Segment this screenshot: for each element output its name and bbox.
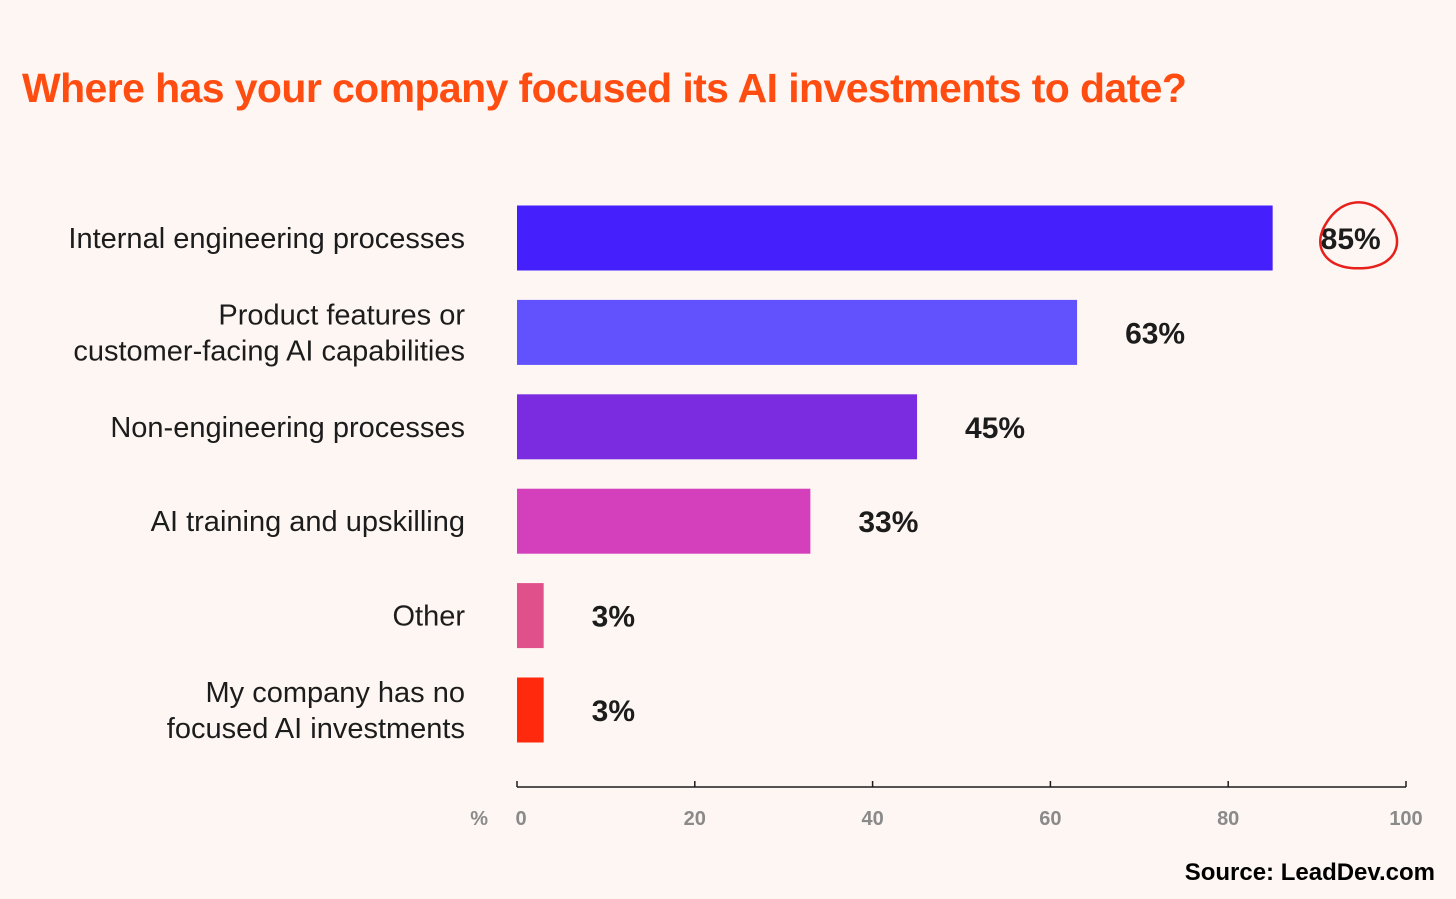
category-label-3-line-1: Non-engineering processes [110, 412, 465, 444]
x-tick-label-60: 60 [1039, 808, 1061, 830]
x-tick-label-80: 80 [1217, 808, 1239, 830]
value-label-6: 3% [592, 695, 635, 728]
category-label-5-line-1: Other [392, 601, 465, 633]
category-label-6: My company has no focused AI investments [167, 677, 465, 745]
category-label-1: Internal engineering processes [68, 223, 465, 255]
value-labels-layer: 85% 63% 45% 33% 3% 3% [592, 201, 1399, 728]
source-credit: Source: LeadDev.com [1184, 859, 1435, 886]
value-label-2: 63% [1125, 317, 1185, 350]
bars-layer [517, 205, 1273, 743]
value-label-1: 85% [1321, 223, 1381, 256]
x-tick-label-20: 20 [684, 808, 706, 830]
x-tick-label-40: 40 [861, 808, 883, 830]
x-axis: 0 20 40 60 80 100% [470, 781, 1423, 830]
category-label-4-line-1: AI training and upskilling [151, 506, 465, 538]
chart-title: Where has your company focused its AI in… [22, 65, 1187, 111]
bar-1 [517, 205, 1273, 271]
category-label-4: AI training and upskilling [151, 506, 465, 538]
value-label-5: 3% [592, 601, 635, 634]
x-tick-label-100: 100 [1389, 808, 1422, 830]
category-label-6-line-2: focused AI investments [167, 713, 465, 745]
x-axis-unit-label: % [470, 808, 488, 830]
bar-6 [517, 677, 544, 743]
x-tick-label-0: 0 [515, 808, 526, 830]
bar-2 [517, 299, 1078, 365]
category-label-6-line-1: My company has no [205, 677, 465, 709]
bar-3 [517, 394, 918, 460]
category-labels-layer: Internal engineering processes Product fe… [68, 223, 465, 745]
value-label-3: 45% [965, 412, 1025, 445]
bar-4 [517, 488, 811, 554]
category-label-1-line-1: Internal engineering processes [68, 223, 465, 255]
highlight-circle [1319, 201, 1399, 270]
value-label-4: 33% [858, 506, 918, 539]
category-label-2: Product features or customer-facing AI ca… [73, 299, 465, 367]
category-label-2-line-1: Product features or [218, 299, 465, 331]
category-label-2-line-2: customer-facing AI capabilities [73, 335, 465, 367]
category-label-5: Other [392, 601, 465, 633]
bar-5 [517, 583, 544, 649]
category-label-3: Non-engineering processes [110, 412, 465, 444]
